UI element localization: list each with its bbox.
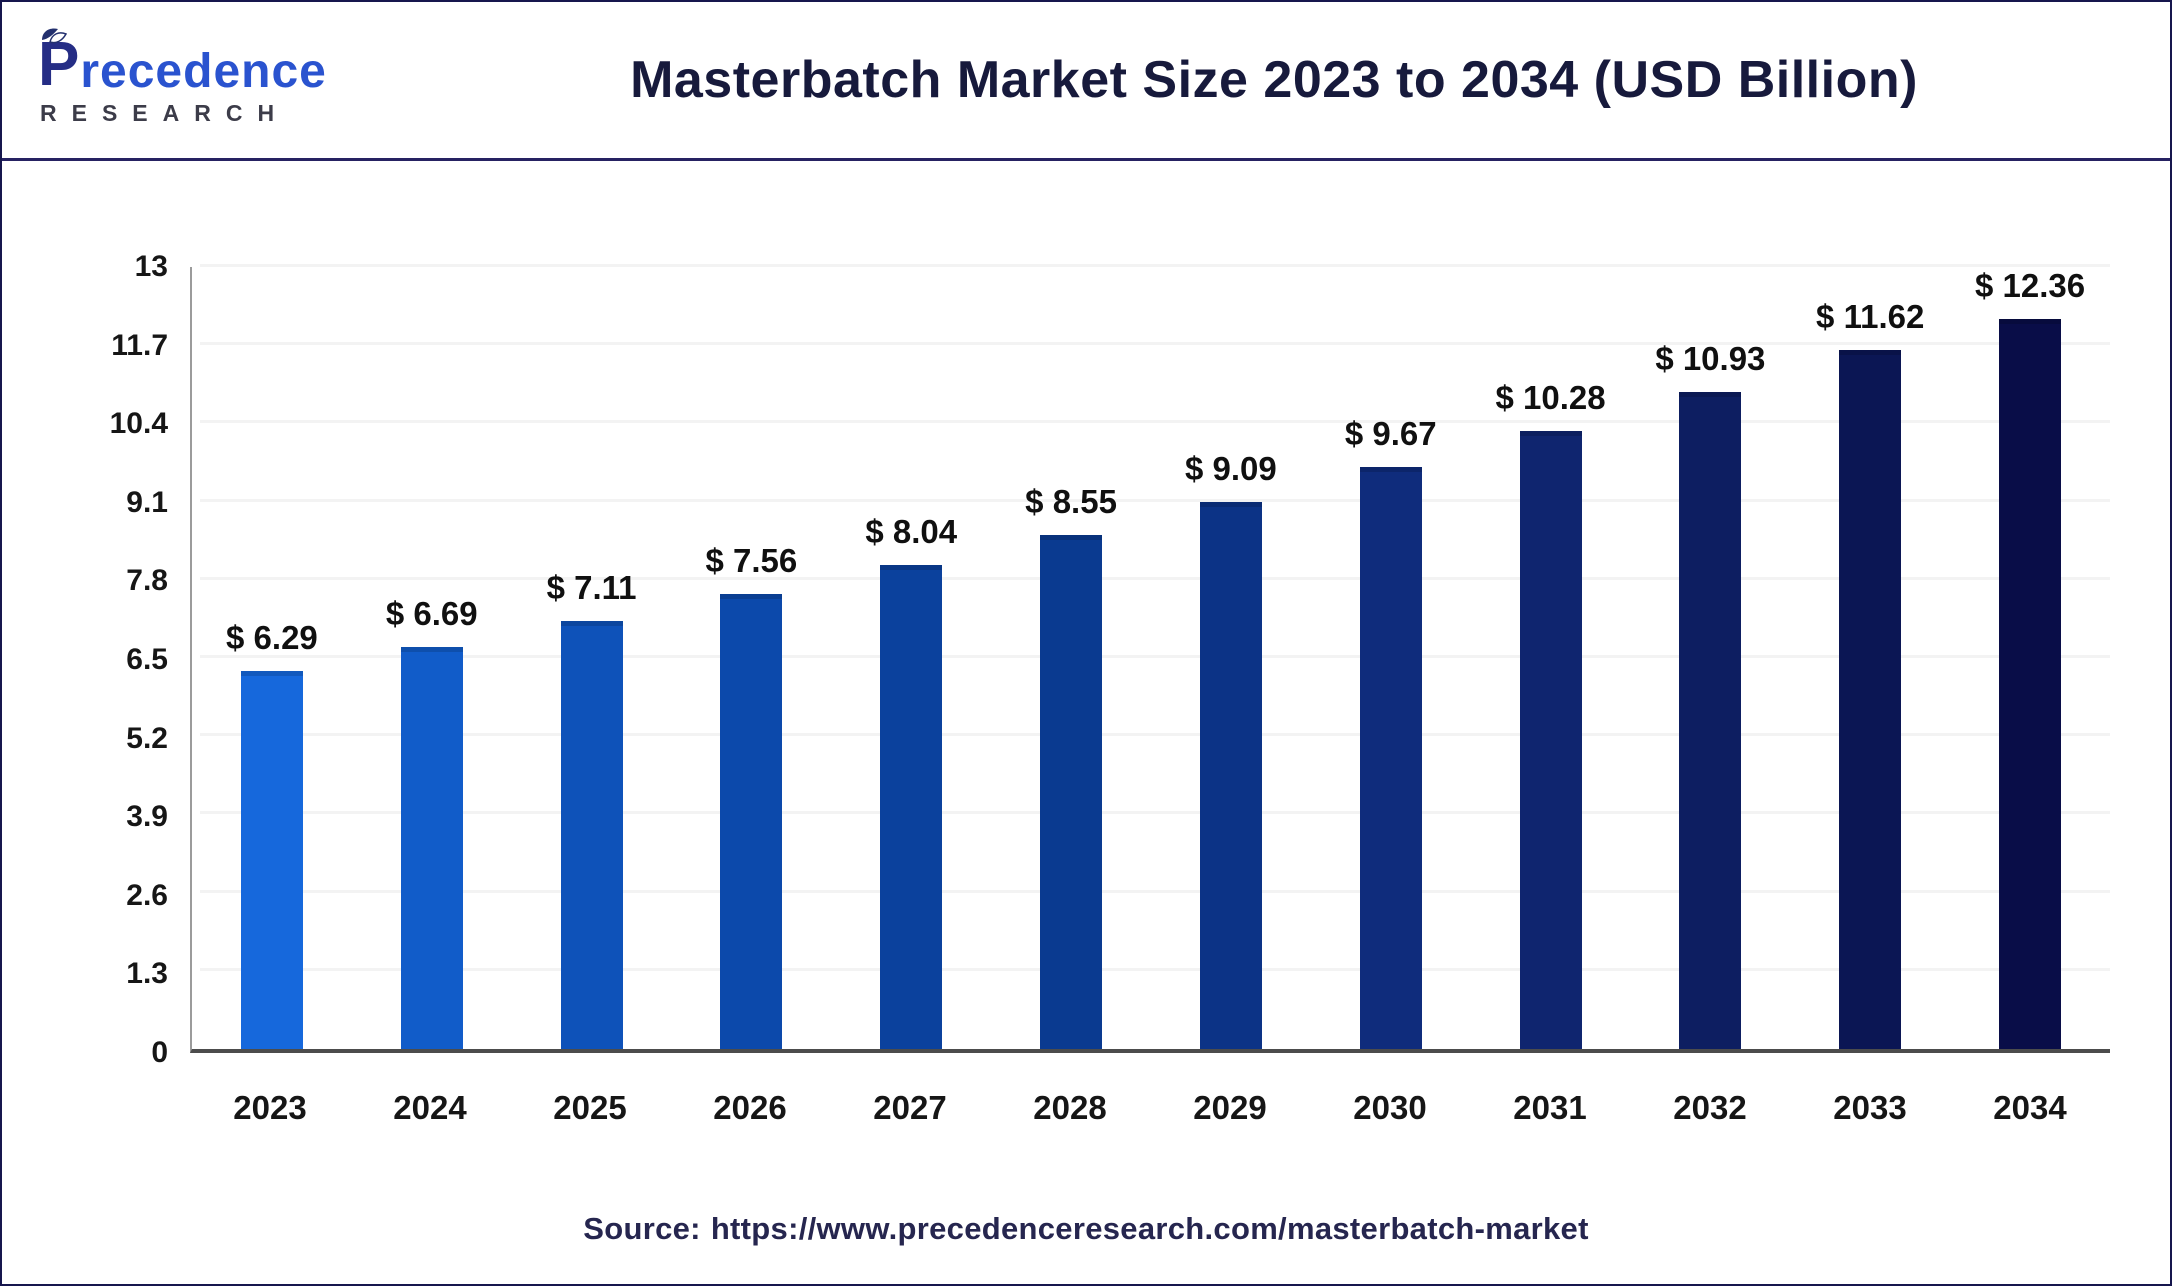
source-line: Source: https://www.precedenceresearch.co… (2, 1211, 2170, 1247)
bar-value-label: $ 7.11 (546, 569, 637, 607)
x-tick-label: 2032 (1673, 1089, 1747, 1126)
bar-2032 (1679, 391, 1742, 1049)
grid-line (200, 733, 2110, 737)
bar-2033 (1839, 350, 1902, 1049)
x-tick-label: 2024 (393, 1089, 467, 1126)
bars-container: $ 6.29 $ 6.69 $ 7.11 $ 7.56 $ 8.04 $ 8.55 $ 9.… (192, 267, 2110, 1049)
bar-2031 (1519, 430, 1582, 1049)
grid-line (200, 420, 2110, 424)
bar-value-label: $ 7.56 (705, 542, 798, 580)
bar-column: $ 9.67 (1311, 267, 1471, 1049)
grid-line (200, 264, 2110, 267)
grid-line (200, 498, 2110, 502)
grid-line (200, 655, 2110, 658)
bar-column: $ 10.28 (1471, 267, 1631, 1049)
bar-column: $ 8.04 (831, 267, 991, 1049)
bar-2024 (400, 646, 463, 1049)
bar-column: $ 7.11 (512, 267, 672, 1049)
bar-2023 (240, 670, 303, 1049)
y-tick-label: 3.9 (126, 800, 168, 834)
bar-2028 (1040, 534, 1103, 1049)
bar-chart: 0 1.3 2.6 3.9 5.2 6.5 7.8 9.1 10.4 11.7 13 $ 6.29 $… (2, 161, 2170, 1279)
logo-subtitle: RESEARCH (40, 99, 290, 126)
y-tick-label: 10.4 (109, 407, 168, 441)
grid-line (200, 967, 2110, 971)
y-tick-label: 6.5 (126, 643, 168, 676)
bar-value-label: $ 12.36 (1974, 267, 2086, 304)
bar-2029 (1199, 502, 1262, 1049)
bar-value-label: $ 9.09 (1185, 450, 1277, 488)
bar-value-label: $ 6.69 (385, 594, 478, 632)
y-tick-label: 11.7 (111, 328, 168, 362)
x-tick-label: 2034 (1993, 1089, 2067, 1126)
bar-value-label: $ 8.55 (1025, 482, 1117, 520)
y-tick-label: 13 (134, 250, 168, 283)
x-tick-label: 2028 (1033, 1089, 1107, 1126)
x-tick-label: 2027 (873, 1089, 947, 1126)
grid-line (200, 811, 2110, 815)
bar-column: $ 11.62 (1790, 267, 1950, 1049)
y-tick-label: 7.8 (126, 564, 168, 598)
grid-line (200, 342, 2110, 346)
brand-logo: P recedence RESEARCH (38, 27, 408, 127)
bar-value-label: $ 11.62 (1816, 298, 1925, 336)
bar-value-label: $ 10.28 (1495, 378, 1606, 416)
bar-value-label: $ 6.29 (226, 618, 318, 656)
header: P recedence RESEARCH Masterbatch Market … (2, 2, 2170, 165)
bar-value-label: $ 8.04 (865, 513, 958, 551)
source-url: https://www.precedenceresearch.com/maste… (710, 1211, 1589, 1246)
bar-2025 (560, 621, 623, 1049)
x-tick-label: 2030 (1353, 1089, 1427, 1126)
grid-line (200, 576, 2110, 580)
x-tick-label: 2023 (233, 1089, 307, 1126)
bar-column: $ 6.69 (352, 267, 512, 1049)
x-tick-label: 2026 (713, 1089, 787, 1126)
y-tick-label: 5.2 (126, 721, 168, 755)
bar-column: $ 7.56 (671, 267, 831, 1049)
page-title: Masterbatch Market Size 2023 to 2034 (US… (630, 51, 1918, 109)
y-tick-label: 2.6 (126, 878, 168, 912)
bar-column: $ 12.36 (1950, 267, 2110, 1049)
y-tick-label: 0 (151, 1036, 168, 1069)
bar-column: $ 9.09 (1151, 267, 1311, 1049)
bar-column: $ 6.29 (192, 267, 352, 1049)
y-axis: 0 1.3 2.6 3.9 5.2 6.5 7.8 9.1 10.4 11.7 13 (2, 250, 168, 1069)
plot-area: $ 6.29 $ 6.69 $ 7.11 $ 7.56 $ 8.04 $ 8.55 $ 9.… (190, 264, 2110, 1053)
logo-wordmark: P recedence (38, 27, 408, 99)
bar-column: $ 10.93 (1630, 267, 1790, 1049)
bar-2027 (880, 565, 943, 1049)
grid-line (200, 889, 2110, 893)
x-tick-label: 2033 (1833, 1089, 1907, 1126)
bar-column: $ 8.55 (991, 267, 1151, 1049)
y-tick-label: 9.1 (126, 485, 168, 519)
bar-value-label: $ 10.93 (1655, 339, 1766, 377)
bar-2030 (1359, 467, 1422, 1049)
bar-2026 (720, 594, 783, 1049)
x-tick-label: 2025 (553, 1089, 627, 1126)
leaf-icon (42, 27, 68, 43)
bar-2034 (1999, 319, 2062, 1049)
logo-letter-p: P (38, 29, 81, 99)
bar-value-label: $ 9.67 (1344, 415, 1437, 453)
logo-wordmark-rest: recedence (80, 44, 327, 98)
x-axis: 2023 2024 2025 2026 2027 2028 2029 2030 2031 2032… (190, 1089, 2110, 1127)
x-tick-label: 2031 (1513, 1089, 1587, 1126)
x-tick-label: 2029 (1193, 1089, 1267, 1126)
y-tick-label: 1.3 (126, 957, 168, 991)
source-label: Source: (583, 1211, 701, 1246)
